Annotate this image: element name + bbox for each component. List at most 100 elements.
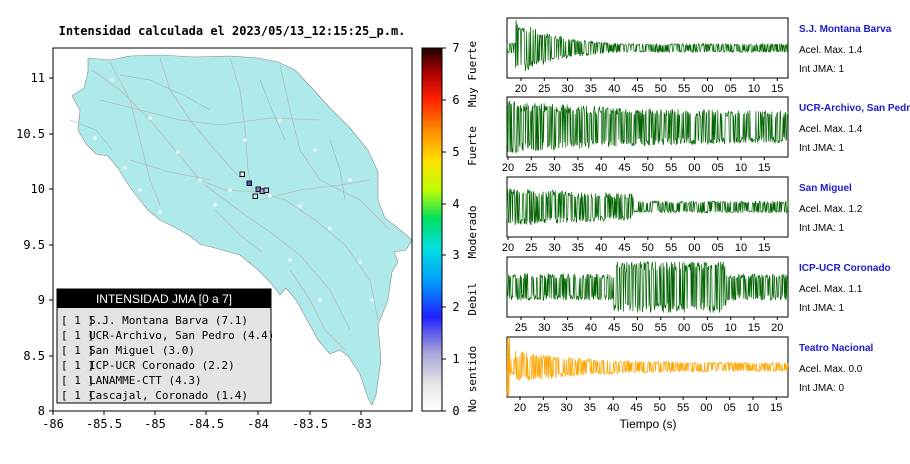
y-tick-label: 9.5: [23, 238, 45, 252]
jma-intensity-label: Int JMA: 0: [799, 383, 844, 394]
station-name: UCR-Archivo, San Pedro: [799, 103, 910, 114]
waveform-trace: [506, 261, 789, 313]
map-frame: [52, 47, 413, 412]
map-x-ticks: -86 -85.5 -85 -84.5 -84 -83.5 -83: [42, 417, 372, 431]
waveform-tick-label: 05: [712, 242, 724, 254]
waveform-tick-label: 40: [595, 242, 607, 254]
station-marker: [252, 193, 258, 199]
waveform-tick-label: 15: [748, 322, 760, 334]
waveform-tick-label: 55: [655, 322, 667, 334]
colorbar-label: Moderado: [466, 206, 479, 259]
waveform-tick-label: 55: [665, 162, 677, 174]
waveform-tick-label: 25: [525, 242, 537, 254]
legend-item-jma: [ 1 ]: [61, 389, 94, 402]
waveform-tick-label: 05: [712, 162, 724, 174]
waveform-tick-label: 10: [735, 162, 747, 174]
waveform-tick-label: 20: [502, 242, 514, 254]
x-tick-label: -85.5: [86, 417, 122, 431]
y-tick-label: 11: [31, 71, 45, 85]
legend-item-jma: [ 1 ]: [61, 344, 94, 357]
x-tick-label: -84: [247, 417, 269, 431]
legend-item-station: Cascajal, Coronado (1.4): [89, 389, 248, 402]
waveform-tick-label: 45: [631, 83, 643, 95]
legend-item-station: San Miguel (3.0): [89, 344, 195, 357]
waveform-tick-label: 25: [525, 162, 537, 174]
map-panel: -86 -85.5 -85 -84.5 -84 -83.5 -83 11 10.…: [16, 47, 413, 431]
station-marker: [239, 171, 245, 177]
waveform-tick-label: 25: [537, 402, 549, 414]
colorbar-label: No sentido: [466, 346, 479, 412]
jma-intensity-label: Int JMA: 1: [799, 223, 844, 234]
waveform-tick-label: 15: [758, 242, 770, 254]
waveform-tick-label: 05: [725, 83, 737, 95]
intensity-colorbar: 0 1 2 3 4 5 6 7 No sentido Debil Moderad…: [421, 41, 479, 418]
waveform-tick-label: 40: [585, 322, 597, 334]
legend-item-station: S.J. Montana Barva (7.1): [89, 314, 248, 327]
waveform-tick-label: 55: [678, 83, 690, 95]
waveform-tick-label: 05: [724, 402, 736, 414]
waveform-trace: [506, 337, 789, 397]
station-name: Teatro Nacional: [799, 343, 873, 354]
waveform-tick-label: 50: [642, 242, 654, 254]
waveform-tick-label: 30: [561, 83, 573, 95]
accel-max-label: Acel. Max. 0.0: [799, 364, 863, 375]
station-marker: [246, 180, 252, 186]
map-y-ticks: 11 10.5 10 9.5 9 8.5 8: [16, 71, 45, 418]
colorbar-tick: 7: [452, 41, 459, 55]
waveform-tick-label: 45: [618, 162, 630, 174]
waveform-panel: 25 30 35 40 45 50 55 00 05 10 15 20 ICP-UCR Coronado…: [506, 256, 891, 334]
waveform-tick-label: 00: [688, 162, 700, 174]
waveform-tick-label: 40: [608, 83, 620, 95]
intensity-legend: INTENSIDAD JMA [0 a 7] [ 1 ] S.J. Montan…: [56, 288, 274, 404]
waveform-tick-label: 35: [572, 162, 584, 174]
waveform-tick-label: 05: [701, 322, 713, 334]
waveform-tick-label: 55: [677, 402, 689, 414]
waveform-tick-label: 20: [502, 162, 514, 174]
station-name: ICP-UCR Coronado: [799, 263, 891, 274]
waveform-trace: [506, 188, 789, 226]
waveform-tick-label: 35: [561, 322, 573, 334]
y-tick-label: 10.5: [16, 127, 45, 141]
road-network: [91, 57, 391, 351]
map-title: Intensidad calculada el 2023/05/13_12:15…: [59, 24, 406, 39]
station-markers: [239, 171, 269, 199]
jma-intensity-label: Int JMA: 1: [799, 303, 844, 314]
costa-rica-landmass: [71, 54, 412, 406]
colorbar-label: Debil: [466, 282, 479, 315]
map-tick-marks: [49, 77, 362, 415]
legend-item-station: UCR-Archivo, San Pedro (4.4): [89, 329, 274, 342]
waveform-tick-label: 50: [642, 162, 654, 174]
waveform-tick-label: 15: [770, 402, 782, 414]
waveform-tick-label: 00: [700, 402, 712, 414]
y-tick-label: 9: [38, 293, 45, 307]
waveform-panel: 20 25 30 35 40 45 50 55 00 05 10 15 San Miguel Acel. …: [502, 176, 863, 254]
waveform-tick-label: 10: [748, 83, 760, 95]
x-tick-label: -86: [42, 417, 64, 431]
waveform-tick-label: 40: [595, 162, 607, 174]
waveform-tick-label: 20: [514, 402, 526, 414]
waveform-tick-label: 30: [548, 162, 560, 174]
legend-header-bg: [57, 289, 271, 308]
waveform-tick-label: 20: [771, 322, 783, 334]
waveform-tick-label: 50: [654, 402, 666, 414]
accel-max-label: Acel. Max. 1.1: [799, 284, 863, 295]
waveform-tick-label: 45: [608, 322, 620, 334]
jma-intensity-label: Int JMA: 1: [799, 143, 844, 154]
colorbar-tick: 0: [452, 404, 459, 418]
waveform-tick-label: 20: [515, 83, 527, 95]
legend-item-jma: [ 1 ]: [61, 374, 94, 387]
waveform-trace: [506, 20, 789, 72]
waveform-tick-label: 45: [618, 242, 630, 254]
waveform-panel: 20 25 30 35 40 45 50 55 00 05 10 15 UCR-Archivo, San…: [502, 96, 910, 174]
town-markers: [93, 78, 374, 302]
station-name: San Miguel: [799, 183, 852, 194]
waveform-panels: 20 25 30 35 40 45 50 55 00 05 10 15 S.J. Montana Bar…: [502, 17, 910, 414]
jma-intensity-label: Int JMA: 1: [799, 64, 844, 75]
waveform-tick-label: 00: [688, 242, 700, 254]
legend-item-jma: [ 1 ]: [61, 329, 94, 342]
waveform-trace: [506, 100, 789, 154]
legend-item-station: ICP-UCR Coronado (2.2): [89, 359, 235, 372]
waveform-tick-label: 25: [538, 83, 550, 95]
x-tick-label: -83.5: [292, 417, 328, 431]
